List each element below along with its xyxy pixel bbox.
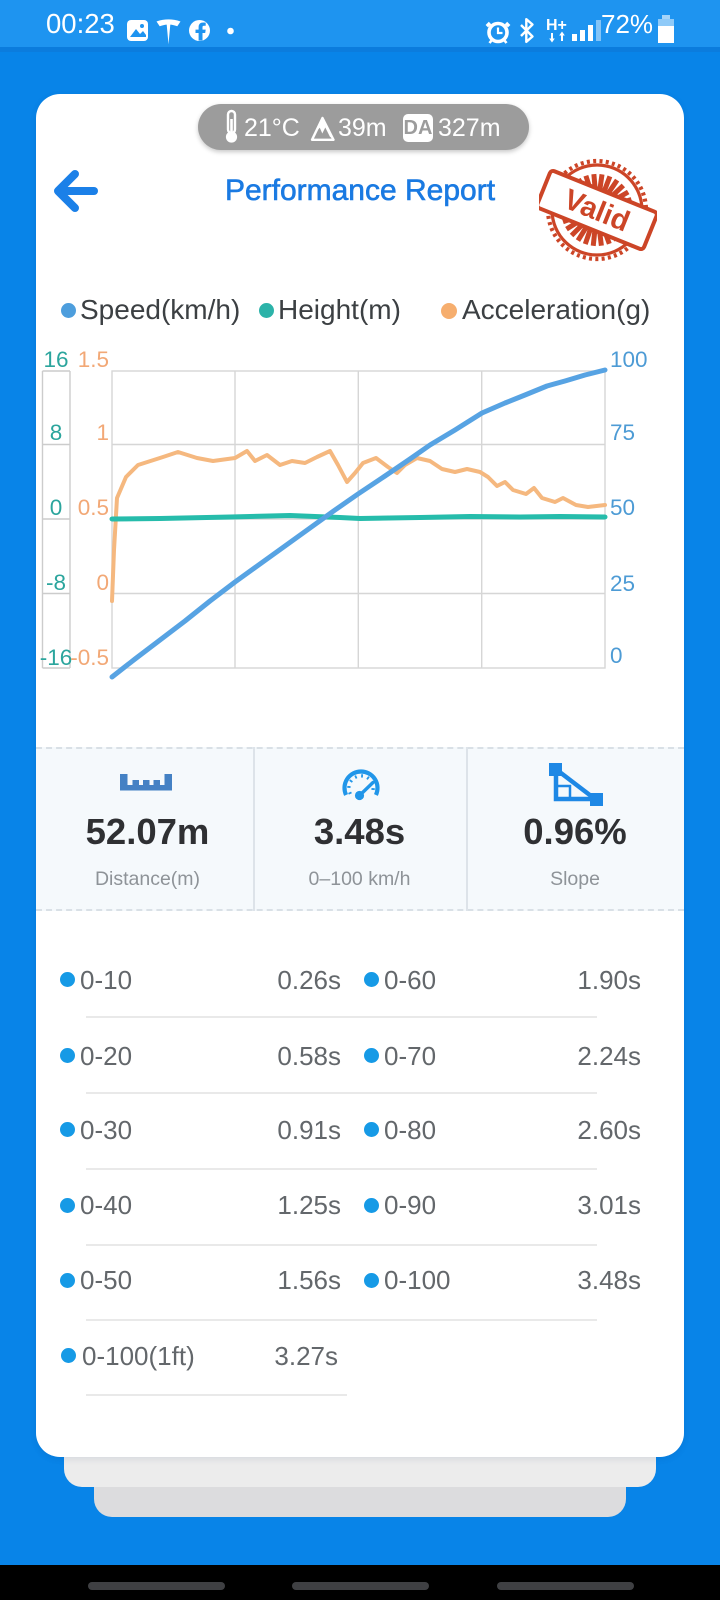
svg-text:50: 50 — [610, 495, 635, 520]
svg-text:-0.5: -0.5 — [70, 645, 109, 670]
svg-text:0: 0 — [96, 570, 109, 595]
svg-text:25: 25 — [610, 571, 635, 596]
svg-text:100: 100 — [610, 347, 648, 372]
svg-text:0.5: 0.5 — [78, 495, 109, 520]
svg-text:0: 0 — [610, 643, 623, 668]
svg-text:1.5: 1.5 — [78, 347, 109, 372]
svg-text:0: 0 — [50, 495, 63, 520]
svg-text:75: 75 — [610, 420, 635, 445]
svg-text:-16: -16 — [40, 645, 73, 670]
svg-text:1: 1 — [96, 420, 109, 445]
svg-text:-8: -8 — [46, 570, 66, 595]
svg-text:16: 16 — [43, 347, 68, 372]
svg-text:H+: H+ — [546, 17, 567, 34]
svg-text:8: 8 — [50, 420, 63, 445]
